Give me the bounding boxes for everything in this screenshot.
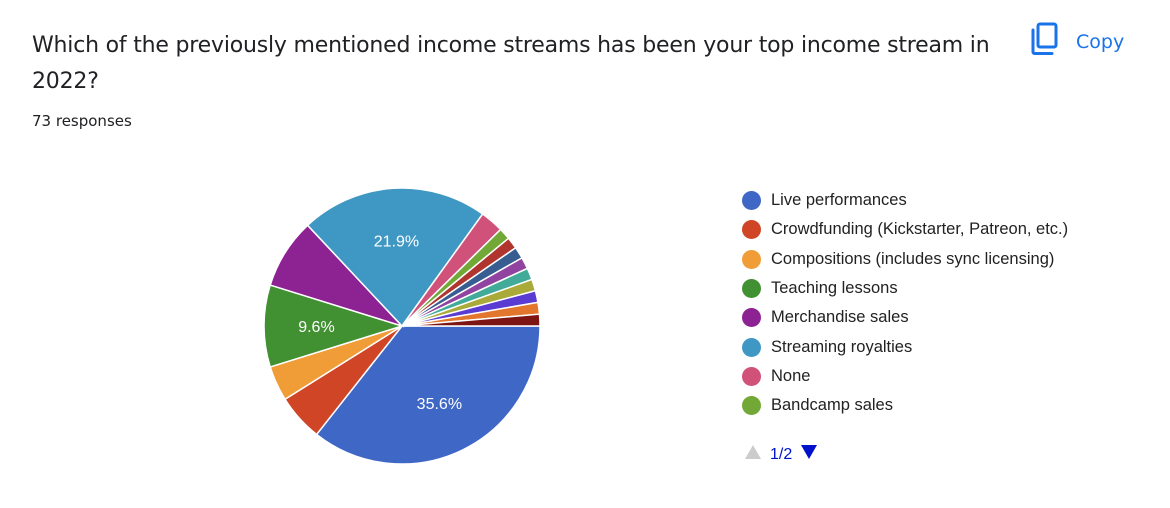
legend-item[interactable]: Streaming royalties (742, 332, 1068, 361)
legend-label: Teaching lessons (771, 279, 898, 298)
slice-percent-label: 9.6% (298, 319, 334, 336)
legend-swatch-icon (742, 220, 761, 240)
legend-swatch-icon (742, 191, 761, 211)
legend-swatch-icon (742, 279, 761, 299)
pie-chart[interactable]: 35.6% 9.6% 21.9% (262, 186, 542, 466)
pie-slice[interactable] (315, 325, 541, 465)
legend-item[interactable]: Merchandise sales (742, 303, 1068, 332)
legend-item[interactable]: Live performances (742, 186, 1068, 215)
triangle-up-icon[interactable] (744, 444, 762, 465)
pie-slice[interactable] (401, 313, 541, 327)
pie-slice[interactable] (306, 187, 484, 328)
chart-legend: Live performances Crowdfunding (Kickstart… (742, 186, 1068, 420)
legend-label: Compositions (includes sync licensing) (771, 249, 1055, 268)
legend-swatch-icon (742, 396, 761, 416)
triangle-down-icon[interactable] (800, 444, 818, 465)
legend-label: Merchandise sales (771, 308, 909, 327)
question-title: Which of the previously mentioned income… (32, 33, 990, 94)
legend-label: Crowdfunding (Kickstarter, Patreon, etc.… (771, 220, 1069, 239)
pie-slice[interactable] (263, 284, 405, 368)
legend-item[interactable]: Bandcamp sales (742, 391, 1068, 420)
copy-label: Copy (1076, 30, 1125, 53)
legend-page-indicator: 1/2 (770, 445, 793, 463)
legend-label: Bandcamp sales (771, 396, 893, 415)
legend-label: Live performances (771, 191, 907, 210)
response-count: 73 responses (32, 112, 132, 130)
copy-button[interactable]: Copy (1030, 22, 1124, 61)
slice-percent-label: 35.6% (417, 396, 462, 413)
legend-item[interactable]: None (742, 362, 1068, 391)
legend-swatch-icon (742, 337, 761, 357)
legend-item[interactable]: Compositions (includes sync licensing) (742, 245, 1068, 274)
legend-swatch-icon (742, 249, 761, 269)
copy-icon (1030, 22, 1060, 61)
legend-item[interactable]: Teaching lessons (742, 274, 1068, 303)
slice-percent-label: 21.9% (374, 234, 419, 251)
legend-label: None (771, 366, 811, 385)
legend-swatch-icon (742, 366, 761, 386)
legend-label: Streaming royalties (771, 337, 913, 356)
legend-pager: 1/2 (744, 444, 818, 465)
legend-swatch-icon (742, 308, 761, 328)
legend-item[interactable]: Crowdfunding (Kickstarter, Patreon, etc.… (742, 215, 1068, 244)
